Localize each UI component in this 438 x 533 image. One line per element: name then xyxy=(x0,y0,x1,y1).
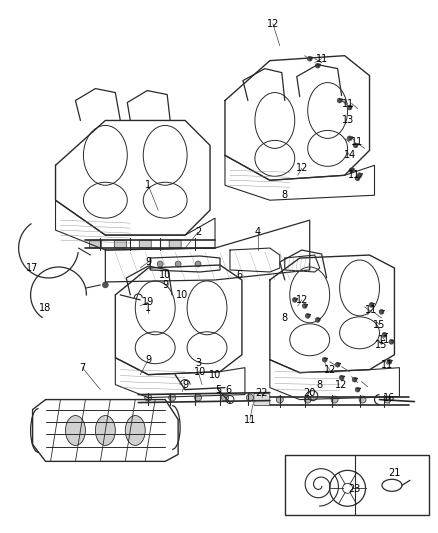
Text: 15: 15 xyxy=(372,320,385,330)
Text: 3: 3 xyxy=(194,358,201,368)
Circle shape xyxy=(351,377,356,382)
Circle shape xyxy=(336,98,341,103)
Text: 11: 11 xyxy=(381,360,393,370)
Circle shape xyxy=(157,261,163,267)
Text: 12: 12 xyxy=(295,295,307,305)
Text: 7: 7 xyxy=(79,362,85,373)
FancyBboxPatch shape xyxy=(139,240,151,248)
Text: 16: 16 xyxy=(382,393,395,402)
Text: 8: 8 xyxy=(316,379,322,390)
Text: 14: 14 xyxy=(343,150,355,160)
Circle shape xyxy=(338,375,343,380)
Ellipse shape xyxy=(95,416,115,446)
Circle shape xyxy=(330,396,337,403)
FancyBboxPatch shape xyxy=(114,240,126,248)
Circle shape xyxy=(276,396,283,403)
Text: 23: 23 xyxy=(348,484,360,494)
Text: 6: 6 xyxy=(224,385,230,394)
Circle shape xyxy=(368,302,373,308)
Text: 11: 11 xyxy=(341,99,353,109)
Circle shape xyxy=(354,387,359,392)
Ellipse shape xyxy=(125,416,145,446)
Circle shape xyxy=(352,143,357,148)
Text: 4: 4 xyxy=(254,227,260,237)
Text: 12: 12 xyxy=(335,379,347,390)
Circle shape xyxy=(334,362,339,367)
Circle shape xyxy=(304,313,310,318)
Circle shape xyxy=(168,394,175,401)
Circle shape xyxy=(378,309,383,314)
Text: 12: 12 xyxy=(295,163,307,173)
FancyBboxPatch shape xyxy=(89,240,101,248)
Text: 22: 22 xyxy=(255,387,268,398)
Text: 11: 11 xyxy=(348,170,360,180)
Circle shape xyxy=(246,394,253,401)
Text: 6: 6 xyxy=(237,270,243,280)
FancyBboxPatch shape xyxy=(253,393,269,406)
Text: 11: 11 xyxy=(364,305,377,315)
Circle shape xyxy=(354,176,359,181)
Circle shape xyxy=(102,282,108,288)
Circle shape xyxy=(314,63,319,68)
Circle shape xyxy=(292,297,297,302)
FancyBboxPatch shape xyxy=(169,240,181,248)
Text: 5: 5 xyxy=(214,385,221,394)
Circle shape xyxy=(321,357,326,362)
Circle shape xyxy=(346,136,351,141)
Text: 9: 9 xyxy=(162,280,168,290)
Circle shape xyxy=(358,396,365,403)
Text: 12: 12 xyxy=(323,365,335,375)
Text: 1: 1 xyxy=(145,303,151,313)
Text: 21: 21 xyxy=(387,469,400,478)
Text: 2: 2 xyxy=(194,227,201,237)
Circle shape xyxy=(348,168,353,173)
Text: 10: 10 xyxy=(176,290,188,300)
Text: 1: 1 xyxy=(145,180,151,190)
Circle shape xyxy=(194,394,201,401)
Text: 13: 13 xyxy=(341,116,353,125)
Text: 18: 18 xyxy=(39,303,52,313)
Circle shape xyxy=(388,340,393,344)
Text: 11: 11 xyxy=(243,415,255,424)
Text: 10: 10 xyxy=(208,370,221,379)
Circle shape xyxy=(314,317,319,322)
Text: 9: 9 xyxy=(182,379,188,390)
Circle shape xyxy=(307,56,311,61)
Text: 8: 8 xyxy=(281,190,287,200)
Ellipse shape xyxy=(65,416,85,446)
Text: 10: 10 xyxy=(159,270,171,280)
Text: 20: 20 xyxy=(303,387,315,398)
Text: 8: 8 xyxy=(281,313,287,323)
Text: 15: 15 xyxy=(374,340,387,350)
Circle shape xyxy=(386,359,391,364)
Circle shape xyxy=(383,396,390,403)
Circle shape xyxy=(221,394,228,401)
Circle shape xyxy=(301,303,307,309)
Text: 9: 9 xyxy=(145,354,151,365)
Text: 9: 9 xyxy=(145,257,151,267)
Text: 11: 11 xyxy=(315,54,327,63)
Circle shape xyxy=(356,173,361,178)
Text: 19: 19 xyxy=(142,297,154,307)
Text: 12: 12 xyxy=(266,19,279,29)
Circle shape xyxy=(304,396,311,403)
Text: 17: 17 xyxy=(26,263,39,273)
Text: 11: 11 xyxy=(378,335,390,345)
Text: 10: 10 xyxy=(194,367,206,377)
Text: 11: 11 xyxy=(351,138,363,148)
Circle shape xyxy=(145,394,152,401)
Circle shape xyxy=(381,332,386,337)
Bar xyxy=(284,455,428,515)
Circle shape xyxy=(346,105,351,110)
Circle shape xyxy=(175,261,181,267)
Circle shape xyxy=(194,261,201,267)
